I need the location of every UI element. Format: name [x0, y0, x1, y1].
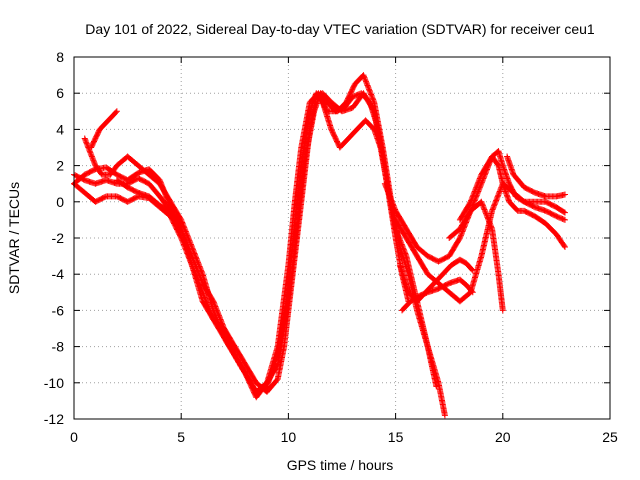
- data-point: [192, 253, 199, 260]
- data-point: [86, 148, 93, 155]
- data-point: [367, 88, 374, 95]
- data-point: [183, 231, 190, 238]
- data-point: [88, 152, 95, 159]
- x-tick-label: 15: [388, 429, 404, 445]
- data-point: [360, 73, 367, 80]
- data-point: [365, 85, 372, 92]
- data-point: [188, 244, 195, 251]
- data-point: [182, 227, 189, 234]
- data-point: [87, 149, 94, 156]
- data-point: [185, 236, 192, 243]
- data-point: [368, 91, 375, 98]
- data-point: [88, 153, 95, 160]
- data-points: [71, 72, 568, 419]
- data-point: [190, 249, 197, 256]
- y-tick-label: -12: [44, 411, 64, 427]
- data-point: [90, 157, 97, 164]
- chart-title: Day 101 of 2022, Sidereal Day-to-day VTE…: [85, 21, 595, 37]
- data-point: [365, 83, 372, 90]
- data-point: [191, 250, 198, 257]
- data-point: [362, 77, 369, 84]
- data-point: [190, 247, 197, 254]
- data-point: [360, 72, 367, 79]
- data-point: [189, 245, 196, 252]
- x-tick-label: 0: [70, 429, 78, 445]
- data-point: [361, 74, 368, 81]
- data-point: [194, 256, 201, 263]
- data-point: [83, 139, 90, 146]
- data-point: [188, 242, 195, 249]
- data-point: [185, 235, 192, 241]
- data-point: [186, 237, 193, 244]
- data-point: [194, 258, 201, 265]
- data-point: [180, 223, 187, 230]
- data-point: [89, 154, 96, 161]
- data-point: [197, 264, 204, 271]
- data-point: [198, 267, 205, 274]
- data-point: [186, 238, 193, 245]
- data-point: [363, 79, 370, 86]
- data-point: [198, 268, 205, 275]
- y-tick-label: 2: [56, 158, 64, 174]
- data-point: [83, 140, 90, 147]
- data-point: [82, 138, 89, 145]
- data-point: [183, 229, 190, 236]
- data-point: [361, 75, 368, 82]
- data-point: [364, 82, 371, 89]
- data-point: [369, 94, 376, 101]
- y-tick-label: 8: [56, 49, 64, 65]
- y-tick-label: -6: [52, 302, 65, 318]
- data-point: [90, 158, 97, 165]
- data-point: [195, 260, 202, 267]
- y-tick-label: 6: [56, 85, 64, 101]
- data-point: [367, 90, 374, 97]
- y-tick-label: -10: [44, 375, 64, 391]
- data-point: [196, 262, 203, 269]
- y-tick-label: -4: [52, 266, 65, 282]
- x-tick-label: 10: [281, 429, 297, 445]
- data-point: [89, 156, 96, 163]
- data-point: [210, 308, 217, 315]
- data-point: [187, 241, 194, 248]
- data-point: [181, 224, 188, 231]
- x-tick-label: 25: [602, 429, 618, 445]
- data-point: [184, 233, 191, 240]
- data-point: [368, 92, 375, 99]
- data-point: [364, 81, 371, 88]
- data-point: [210, 307, 217, 314]
- data-point: [197, 266, 204, 273]
- data-point: [193, 254, 200, 261]
- data-point: [84, 141, 91, 148]
- y-tick-label: 0: [56, 194, 64, 210]
- data-point: [189, 246, 196, 253]
- y-tick-label: 4: [56, 121, 64, 137]
- x-axis-label: GPS time / hours: [287, 457, 394, 473]
- data-point: [182, 228, 189, 235]
- y-tick-label: -8: [52, 339, 65, 355]
- data-point: [199, 269, 206, 276]
- data-point: [191, 251, 198, 258]
- data-point: [366, 87, 373, 94]
- x-tick-label: 20: [495, 429, 511, 445]
- data-point: [91, 160, 98, 167]
- y-tick-label: -2: [52, 230, 65, 246]
- data-point: [369, 95, 376, 102]
- x-tick-label: 5: [177, 429, 185, 445]
- data-point: [187, 240, 194, 247]
- data-point: [184, 232, 191, 239]
- data-point: [366, 86, 373, 93]
- data-point: [81, 135, 88, 142]
- data-point: [362, 78, 369, 85]
- data-point: [196, 263, 203, 270]
- data-point: [193, 255, 200, 262]
- data-point: [195, 259, 202, 266]
- data-point: [181, 225, 188, 232]
- data-point: [87, 150, 94, 157]
- data-point: [82, 136, 89, 143]
- y-axis-label: SDTVAR / TECUs: [6, 182, 22, 294]
- data-point: [441, 412, 448, 419]
- data-point: [370, 96, 377, 103]
